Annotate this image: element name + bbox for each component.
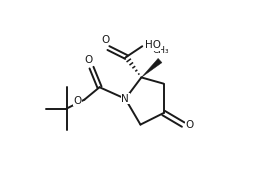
Text: CH₃: CH₃ <box>153 46 169 55</box>
Text: O: O <box>185 120 193 130</box>
Text: O: O <box>85 55 93 65</box>
Text: N: N <box>121 94 129 104</box>
Text: HO: HO <box>145 40 161 50</box>
Text: O: O <box>102 35 110 45</box>
Polygon shape <box>141 58 162 77</box>
Text: O: O <box>73 96 81 106</box>
